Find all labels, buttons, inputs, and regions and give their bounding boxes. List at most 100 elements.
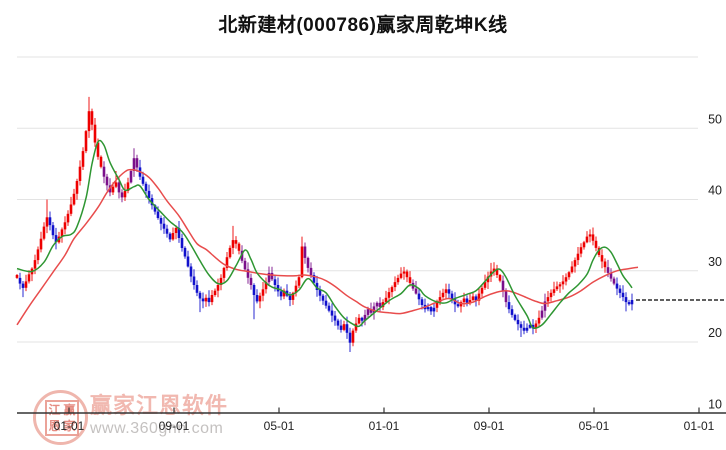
candle-body [612, 278, 616, 284]
watermark-brand-text: 赢家江恩软件 [90, 393, 229, 418]
candle-body [567, 272, 571, 278]
candle-body [150, 198, 154, 206]
candle-body [189, 266, 193, 277]
candle-body [315, 282, 319, 290]
candle-body [144, 183, 148, 191]
candle-body [249, 277, 253, 285]
candle-body [48, 217, 52, 226]
candle-body [255, 295, 259, 302]
candle-body [438, 297, 442, 303]
candle-body [198, 292, 202, 299]
candle-body [102, 166, 106, 177]
candle-body [288, 295, 292, 300]
x-axis-tick-label: 09-01 [159, 419, 190, 433]
candle-body [582, 242, 586, 248]
candle-body [183, 247, 187, 257]
candle-body [603, 261, 607, 268]
x-axis-tick-label: 05-01 [264, 419, 295, 433]
candle-body [258, 295, 262, 302]
candle-body [402, 271, 406, 274]
candle-body [606, 267, 610, 273]
candle-body [408, 277, 412, 283]
candle-body [279, 291, 283, 297]
candle-body [573, 260, 577, 267]
watermark-seal-square: 江 赢 恩 家 [45, 400, 79, 436]
candle-body [180, 238, 184, 248]
candle-body [357, 317, 361, 324]
candle-body [153, 205, 157, 212]
candle-body [216, 285, 220, 291]
candle-body [492, 268, 496, 272]
candle-body [282, 290, 286, 297]
candle-body [474, 296, 478, 301]
candle-body [339, 325, 343, 330]
candle-body [156, 211, 160, 218]
candle-body [219, 277, 223, 285]
candle-body [18, 277, 22, 284]
candle-body [21, 283, 25, 288]
candle-body [540, 310, 544, 318]
candle-body [201, 298, 205, 302]
candle-body [306, 257, 310, 268]
candle-body [393, 282, 397, 288]
candle-body [84, 131, 88, 152]
candle-body [87, 111, 91, 132]
candle-body [549, 292, 553, 298]
candle-body [246, 269, 250, 278]
candle-body [528, 324, 532, 328]
candle-body [78, 166, 82, 181]
candle-body [375, 302, 379, 307]
candle-body [252, 285, 256, 295]
candle-body [132, 158, 136, 171]
candle-body [207, 297, 211, 303]
candle-body [570, 266, 574, 273]
candle-body [111, 186, 115, 193]
candle-body [597, 247, 601, 255]
candle-body [468, 300, 472, 303]
candle-body [564, 277, 568, 282]
candle-body [555, 286, 559, 290]
candle-body [135, 158, 139, 168]
candle-body [579, 247, 583, 254]
candle-body [627, 302, 631, 305]
chart-title: 北新建材(000786)赢家周乾坤K线 [218, 15, 508, 36]
x-axis-tick-label: 09-01 [474, 419, 505, 433]
candle-body [513, 314, 517, 320]
candle-body [510, 309, 514, 315]
candle-body [99, 156, 103, 167]
candle-body [354, 323, 358, 331]
candle-body [504, 290, 508, 303]
candle-body [507, 302, 511, 310]
candle-body [147, 190, 151, 198]
candle-body [321, 295, 325, 301]
candle-body [465, 298, 469, 303]
x-axis-tick-label: 01-01 [369, 419, 400, 433]
x-axis-tick-label: 01-01 [684, 419, 715, 433]
candle-body [177, 228, 181, 238]
candle-body [351, 330, 355, 343]
candle-body [60, 229, 64, 237]
candle-body [414, 288, 418, 294]
candle-body [159, 218, 163, 224]
candle-body [576, 253, 580, 261]
candle-body [456, 304, 460, 307]
candle-body [120, 192, 124, 198]
candle-body [309, 267, 313, 275]
candle-body [426, 307, 430, 310]
candle-body [273, 279, 277, 285]
candle-body [369, 309, 373, 313]
candle-body [609, 272, 613, 279]
candle-body [537, 317, 541, 324]
candle-body [141, 176, 145, 184]
candle-body [54, 235, 58, 243]
candle-body [330, 310, 334, 316]
candle-body [297, 277, 301, 286]
candle-body [171, 233, 175, 240]
candle-body [450, 293, 454, 300]
candle-body [366, 309, 370, 315]
candle-body [435, 302, 439, 308]
y-axis-tick-label: 50 [708, 112, 722, 126]
candle-body [519, 324, 523, 328]
